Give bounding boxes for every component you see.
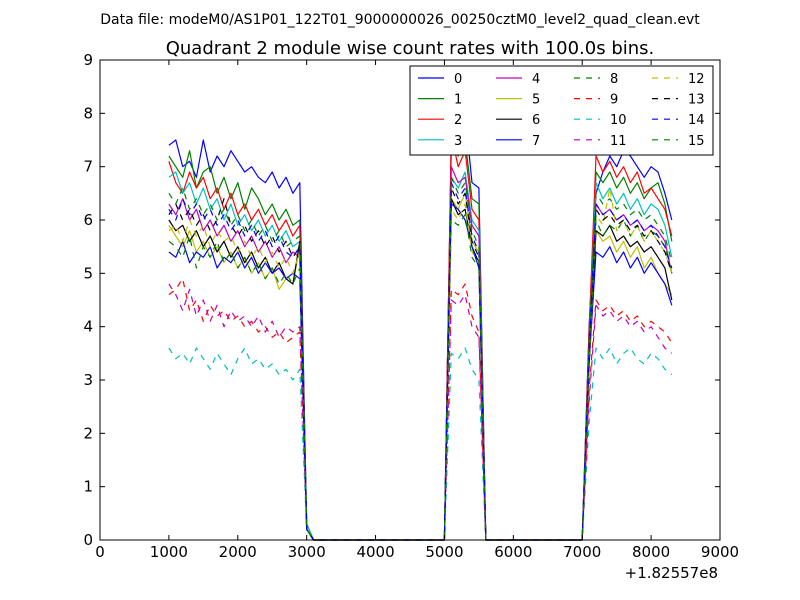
y-tick-label: 8	[83, 104, 93, 122]
y-tick-label: 4	[83, 318, 93, 336]
y-tick-label: 6	[83, 211, 93, 229]
legend-label-9: 9	[610, 93, 618, 108]
x-tick-label: 3000	[288, 543, 326, 561]
legend-label-2: 2	[454, 113, 462, 128]
legend-label-0: 0	[454, 72, 462, 87]
legend-label-11: 11	[610, 134, 627, 149]
suptitle: Data file: modeM0/AS1P01_122T01_90000000…	[100, 12, 700, 28]
x-tick-label: 8000	[632, 543, 670, 561]
y-tick-label: 3	[83, 371, 93, 389]
y-tick-label: 0	[83, 531, 93, 549]
axes-frame	[99, 59, 721, 541]
legend-label-8: 8	[610, 72, 618, 87]
series-line-15	[168, 176, 673, 541]
x-tick-label: 5000	[425, 543, 463, 561]
legend-label-4: 4	[532, 72, 540, 87]
legend-label-6: 6	[532, 113, 540, 128]
y-tick-label: 9	[83, 51, 93, 69]
x-offset-label: +1.82557e8	[625, 564, 718, 582]
x-tick-label: 2000	[219, 543, 257, 561]
chart-title: Quadrant 2 module wise count rates with …	[166, 38, 655, 59]
x-tick-label: 9000	[701, 543, 739, 561]
legend-label-10: 10	[610, 113, 627, 128]
x-tick-label: 7000	[563, 543, 601, 561]
x-tick-label: 6000	[494, 543, 532, 561]
series-line-9	[168, 278, 673, 541]
y-tick-label: 7	[83, 158, 93, 176]
series-line-11	[168, 283, 673, 541]
legend-label-12: 12	[688, 72, 705, 87]
y-tick-label: 2	[83, 424, 93, 442]
x-tick-label: 1000	[150, 543, 188, 561]
series-line-10	[168, 347, 673, 541]
legend-label-7: 7	[532, 134, 540, 149]
x-tick-label: 4000	[356, 543, 394, 561]
y-tick-label: 1	[83, 478, 93, 496]
y-tick-label: 5	[83, 264, 93, 282]
x-tick-label: 0	[95, 543, 105, 561]
legend-label-3: 3	[454, 134, 462, 149]
legend-frame	[409, 65, 714, 156]
legend-label-14: 14	[688, 113, 705, 128]
legend-label-1: 1	[454, 93, 462, 108]
legend-label-15: 15	[688, 134, 705, 149]
legend-label-5: 5	[532, 93, 540, 108]
x-axis: 0 1000 2000 3000 4000 5000 6000 7000 8000 9000	[95, 60, 739, 561]
legend-label-13: 13	[688, 93, 705, 108]
